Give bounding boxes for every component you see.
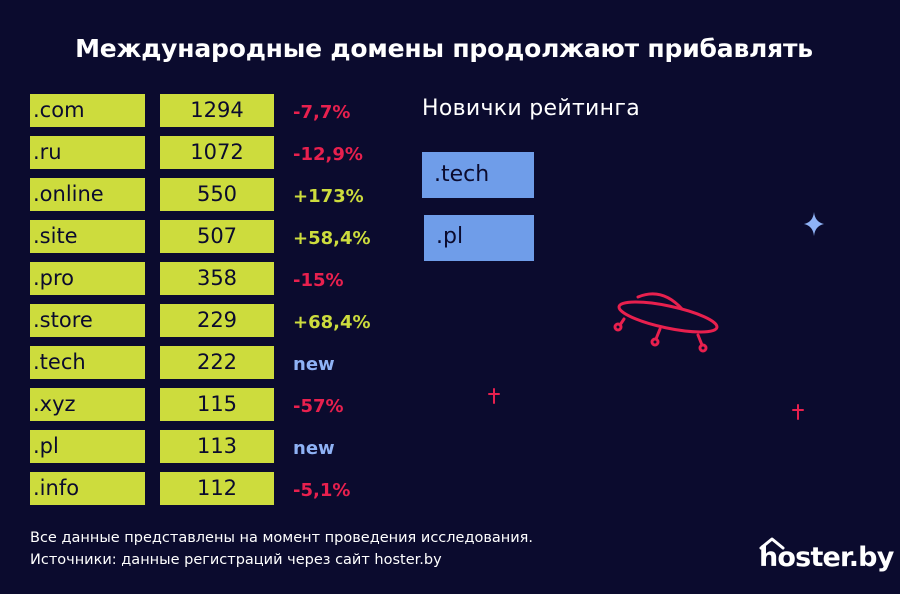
value-cell: 112 bbox=[160, 472, 274, 505]
domain-cell: .ru bbox=[30, 136, 145, 169]
ufo-icon bbox=[613, 292, 719, 353]
footnote-sources: Источники: данные регистраций через сайт… bbox=[30, 552, 442, 568]
change-label: +68,4% bbox=[293, 312, 371, 333]
logo-text: hoster.by bbox=[759, 542, 894, 573]
change-label: new bbox=[293, 354, 335, 375]
value-cell: 1072 bbox=[160, 136, 274, 169]
value-cell: 507 bbox=[160, 220, 274, 253]
value-cell: 550 bbox=[160, 178, 274, 211]
change-label: -12,9% bbox=[293, 144, 363, 165]
domain-cell: .store bbox=[30, 304, 145, 337]
change-label: -57% bbox=[293, 396, 344, 417]
newcomer-item: .tech bbox=[422, 152, 534, 198]
domain-cell: .pro bbox=[30, 262, 145, 295]
change-label: -7,7% bbox=[293, 102, 351, 123]
star-icon bbox=[804, 212, 824, 236]
hoster-logo: hoster.by bbox=[759, 536, 894, 582]
domain-cell: .pl bbox=[30, 430, 145, 463]
star-icon bbox=[488, 388, 500, 404]
star-icon bbox=[792, 404, 804, 420]
change-label: -5,1% bbox=[293, 480, 351, 501]
value-cell: 358 bbox=[160, 262, 274, 295]
value-cell: 115 bbox=[160, 388, 274, 421]
domain-cell: .com bbox=[30, 94, 145, 127]
newcomer-item: .pl bbox=[424, 215, 534, 261]
newcomers-title: Новички рейтинга bbox=[422, 96, 640, 121]
footnote-data-date: Все данные представлены на момент провед… bbox=[30, 530, 534, 546]
domain-cell: .tech bbox=[30, 346, 145, 379]
domain-cell: .online bbox=[30, 178, 145, 211]
house-roof-icon bbox=[759, 537, 785, 550]
change-label: +58,4% bbox=[293, 228, 371, 249]
change-label: +173% bbox=[293, 186, 364, 207]
domain-cell: .site bbox=[30, 220, 145, 253]
change-label: new bbox=[293, 438, 335, 459]
value-cell: 113 bbox=[160, 430, 274, 463]
page-title: Международные домены продолжают прибавля… bbox=[75, 34, 813, 63]
domain-cell: .info bbox=[30, 472, 145, 505]
value-cell: 222 bbox=[160, 346, 274, 379]
value-cell: 229 bbox=[160, 304, 274, 337]
domain-cell: .xyz bbox=[30, 388, 145, 421]
change-label: -15% bbox=[293, 270, 344, 291]
value-cell: 1294 bbox=[160, 94, 274, 127]
